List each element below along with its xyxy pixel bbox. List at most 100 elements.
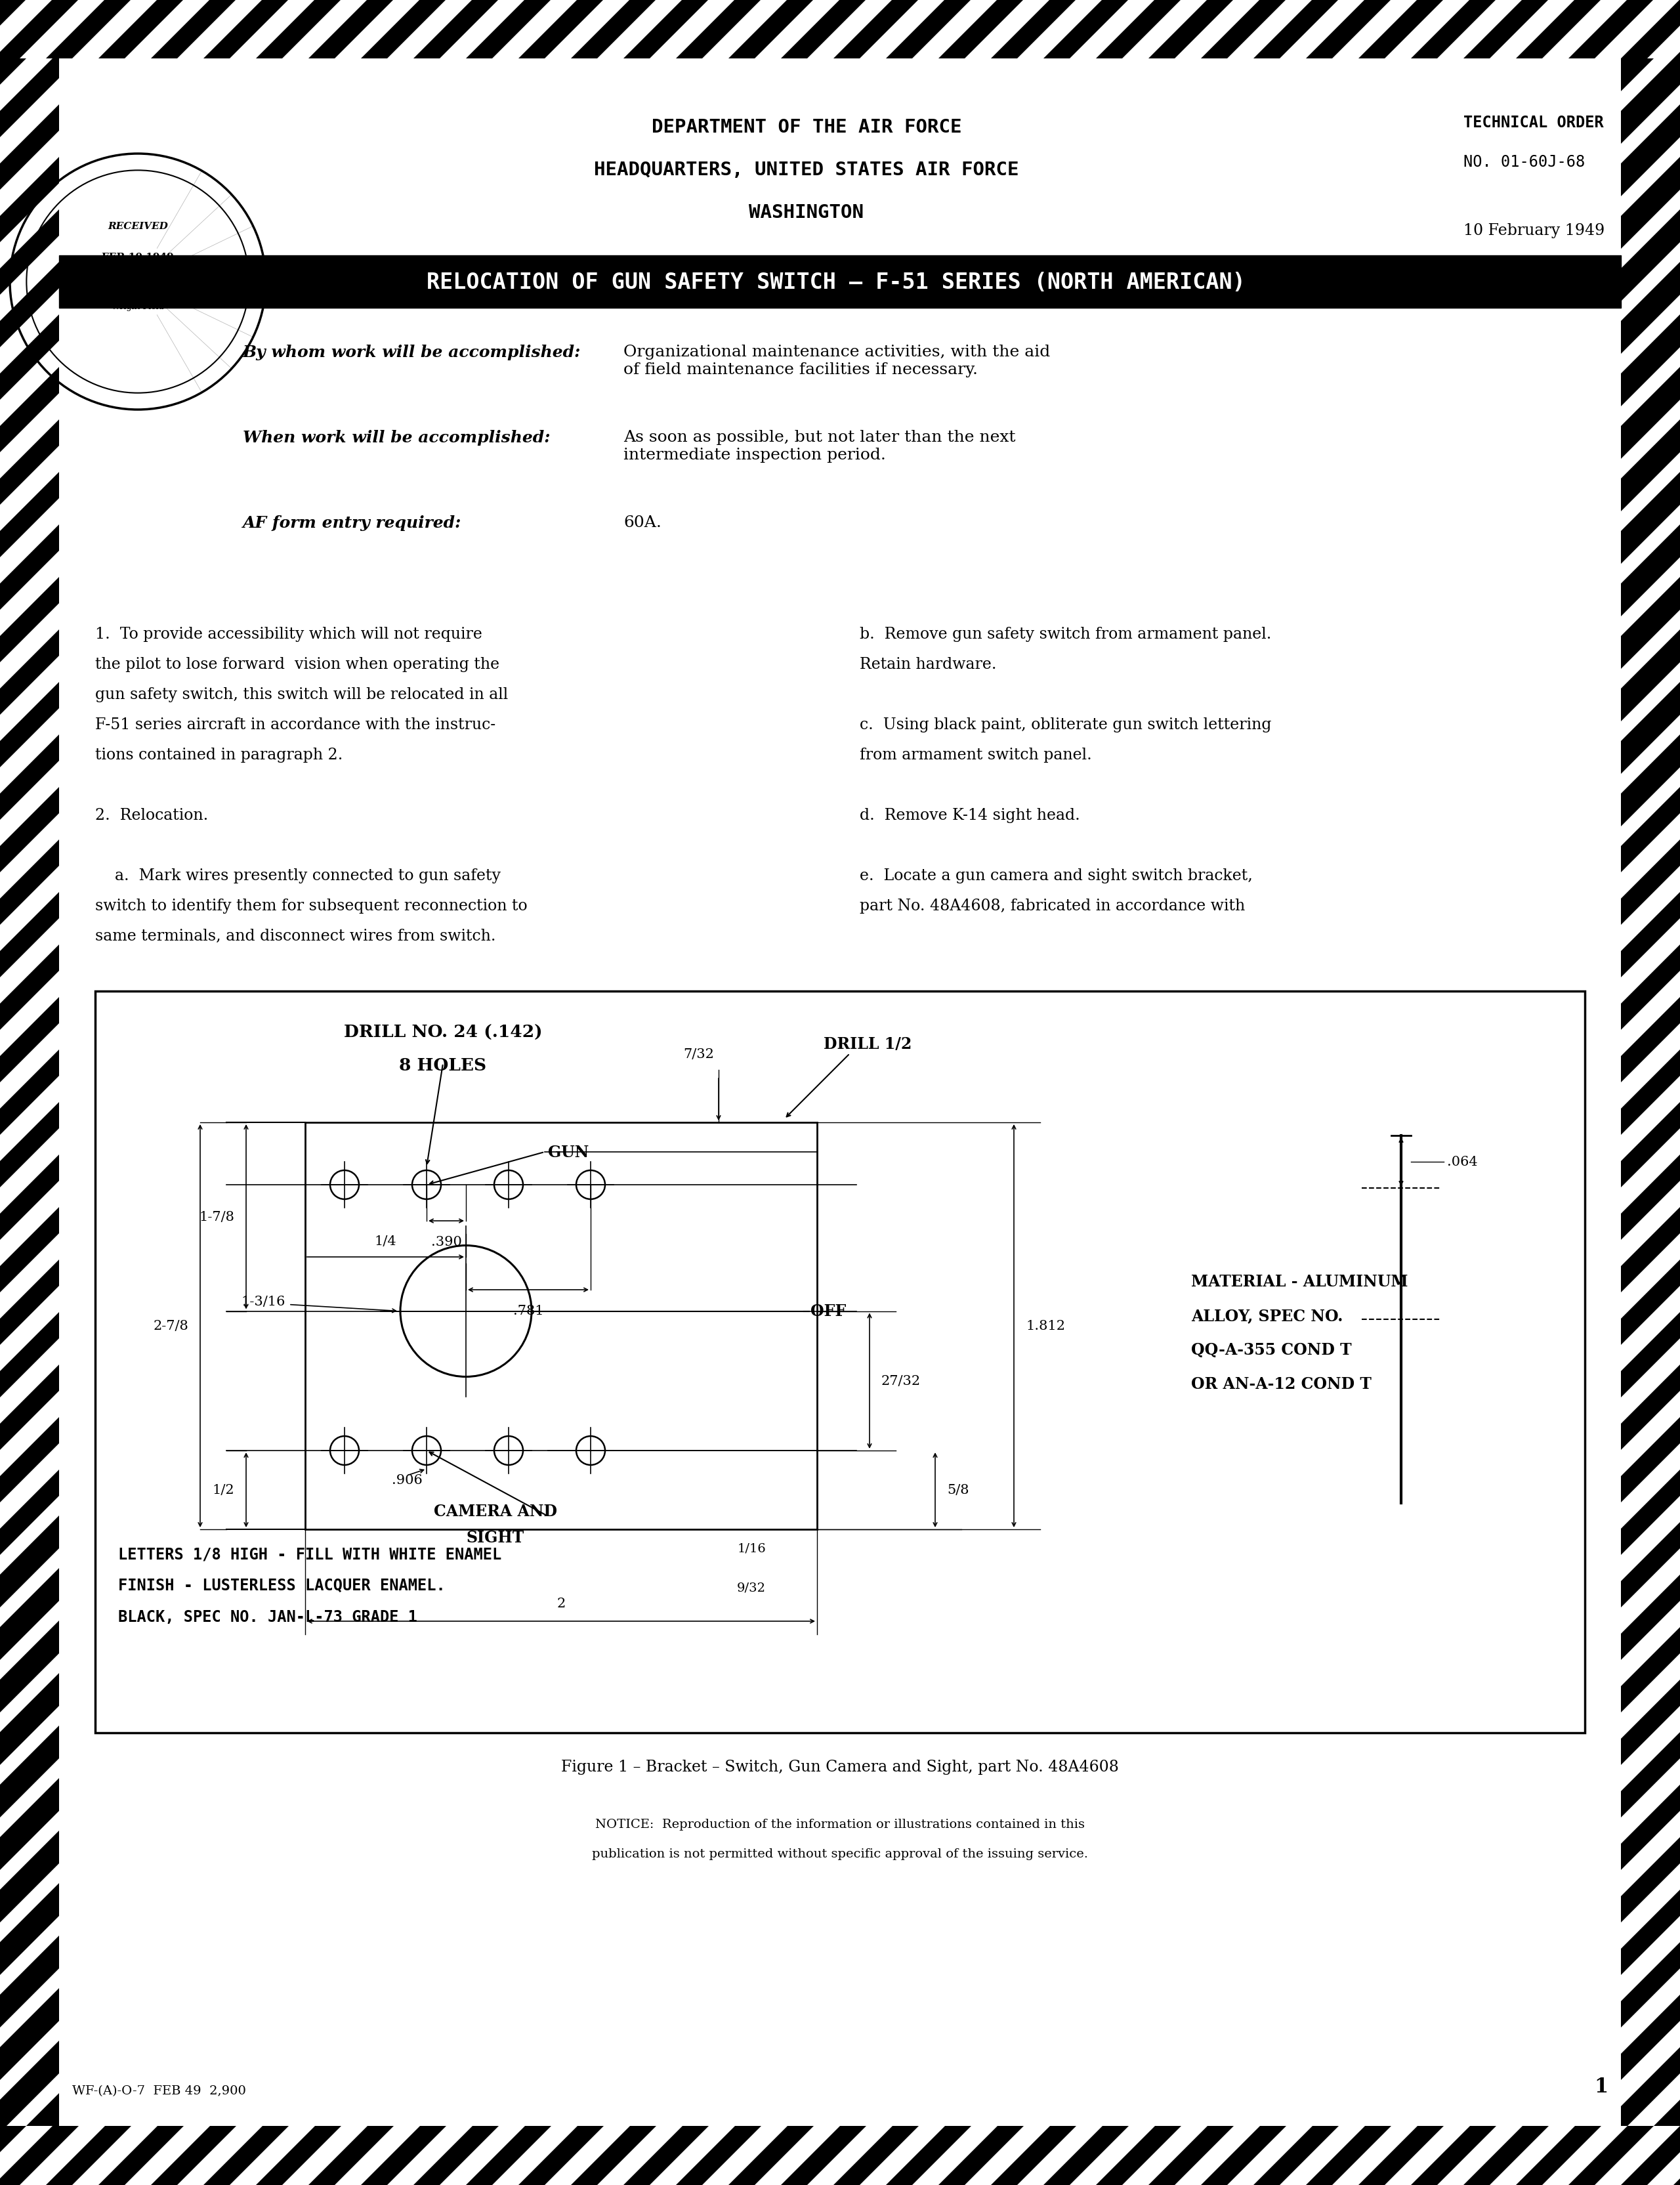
Polygon shape <box>1253 2126 1339 2185</box>
Text: 27/32: 27/32 <box>882 1374 921 1387</box>
Text: 7/32: 7/32 <box>684 1047 714 1060</box>
Text: b.  Remove gun safety switch from armament panel.: b. Remove gun safety switch from armamen… <box>860 627 1272 642</box>
Polygon shape <box>1673 2126 1680 2185</box>
Polygon shape <box>0 59 27 2126</box>
Polygon shape <box>729 2126 813 2185</box>
Polygon shape <box>1181 59 1680 2126</box>
Text: 10 February 1949: 10 February 1949 <box>1463 223 1604 238</box>
Polygon shape <box>237 59 1680 2126</box>
Polygon shape <box>27 59 1680 2126</box>
Polygon shape <box>885 2126 971 2185</box>
Polygon shape <box>1023 59 1680 2126</box>
Polygon shape <box>1569 0 1653 59</box>
Text: .781: .781 <box>512 1304 544 1318</box>
Polygon shape <box>0 59 237 2126</box>
Text: OR AN-A-12 COND T: OR AN-A-12 COND T <box>1191 1377 1371 1392</box>
Polygon shape <box>0 59 1287 2126</box>
Polygon shape <box>1149 2126 1233 2185</box>
Polygon shape <box>603 59 1680 2126</box>
Polygon shape <box>0 59 1129 2126</box>
Text: .906: .906 <box>391 1473 422 1486</box>
Polygon shape <box>1305 0 1391 59</box>
Polygon shape <box>203 2126 289 2185</box>
Text: d.  Remove K-14 sight head.: d. Remove K-14 sight head. <box>860 808 1080 824</box>
Polygon shape <box>255 2126 341 2185</box>
Text: 5/8: 5/8 <box>948 1484 969 1497</box>
Text: same terminals, and disconnect wires from switch.: same terminals, and disconnect wires fro… <box>96 929 496 944</box>
Text: DRILL 1/2: DRILL 1/2 <box>823 1036 912 1051</box>
Polygon shape <box>885 0 971 59</box>
Polygon shape <box>1391 59 1680 2126</box>
Polygon shape <box>465 0 551 59</box>
Polygon shape <box>0 59 1680 2126</box>
Polygon shape <box>0 59 657 2126</box>
Text: part No. 48A4608, fabricated in accordance with: part No. 48A4608, fabricated in accordan… <box>860 898 1245 913</box>
Text: RELOCATION OF GUN SAFETY SWITCH – F-51 SERIES (NORTH AMERICAN): RELOCATION OF GUN SAFETY SWITCH – F-51 S… <box>427 271 1245 293</box>
Bar <box>306 1123 816 1530</box>
Polygon shape <box>190 59 1680 2126</box>
Text: 1: 1 <box>1594 2076 1608 2095</box>
Polygon shape <box>151 2126 237 2185</box>
Polygon shape <box>729 0 813 59</box>
Polygon shape <box>1149 0 1233 59</box>
Text: SIGHT: SIGHT <box>467 1530 524 1545</box>
Polygon shape <box>571 2126 657 2185</box>
Polygon shape <box>1463 0 1549 59</box>
Polygon shape <box>0 0 27 59</box>
Polygon shape <box>0 59 1680 2126</box>
Polygon shape <box>45 0 131 59</box>
Polygon shape <box>1359 2126 1443 2185</box>
Polygon shape <box>1253 0 1339 59</box>
Text: e.  Locate a gun camera and sight switch bracket,: e. Locate a gun camera and sight switch … <box>860 867 1253 883</box>
Polygon shape <box>413 0 499 59</box>
Text: switch to identify them for subsequent reconnection to: switch to identify them for subsequent r… <box>96 898 528 913</box>
Polygon shape <box>781 0 867 59</box>
Polygon shape <box>1201 0 1287 59</box>
Bar <box>0 2126 1680 2185</box>
Polygon shape <box>0 59 1680 2126</box>
Polygon shape <box>1287 59 1680 2126</box>
Text: RECEIVED: RECEIVED <box>108 223 168 232</box>
Polygon shape <box>203 0 289 59</box>
Polygon shape <box>1515 2126 1601 2185</box>
Polygon shape <box>1305 2126 1391 2185</box>
Text: DEPARTMENT OF THE AIR FORCE: DEPARTMENT OF THE AIR FORCE <box>652 118 961 135</box>
Polygon shape <box>0 59 551 2126</box>
Polygon shape <box>86 59 1680 2126</box>
Polygon shape <box>0 2126 27 2185</box>
Polygon shape <box>309 0 393 59</box>
Polygon shape <box>0 59 1680 2126</box>
Text: gun safety switch, this switch will be relocated in all: gun safety switch, this switch will be r… <box>96 686 507 701</box>
Polygon shape <box>0 59 289 2126</box>
Text: 9/32: 9/32 <box>738 1582 766 1593</box>
Text: publication is not permitted without specific approval of the issuing service.: publication is not permitted without spe… <box>591 1849 1089 1859</box>
Polygon shape <box>1411 2126 1497 2185</box>
Polygon shape <box>0 59 1680 2126</box>
Polygon shape <box>0 59 867 2126</box>
Bar <box>0 59 59 2126</box>
Polygon shape <box>0 59 919 2126</box>
Text: 2: 2 <box>556 1597 566 1610</box>
Polygon shape <box>1095 2126 1181 2185</box>
Polygon shape <box>0 59 1339 2126</box>
Polygon shape <box>0 59 1680 2126</box>
Polygon shape <box>361 2126 447 2185</box>
Polygon shape <box>1497 59 1680 2126</box>
Polygon shape <box>0 59 1680 2126</box>
Polygon shape <box>0 59 183 2126</box>
Polygon shape <box>0 59 1443 2126</box>
Polygon shape <box>0 59 1680 2126</box>
Polygon shape <box>0 59 1680 2126</box>
Polygon shape <box>1043 0 1129 59</box>
Polygon shape <box>296 59 1680 2126</box>
Polygon shape <box>1673 0 1680 59</box>
Text: BLACK, SPEC NO. JAN-L-73 GRADE 1: BLACK, SPEC NO. JAN-L-73 GRADE 1 <box>118 1608 417 1626</box>
Polygon shape <box>183 59 1680 2126</box>
Polygon shape <box>99 2126 183 2185</box>
Text: QQ-A-355 COND T: QQ-A-355 COND T <box>1191 1342 1352 1357</box>
Polygon shape <box>0 59 1646 2126</box>
Polygon shape <box>813 59 1680 2126</box>
Polygon shape <box>0 0 79 59</box>
Polygon shape <box>657 59 1680 2126</box>
Text: tions contained in paragraph 2.: tions contained in paragraph 2. <box>96 747 343 763</box>
